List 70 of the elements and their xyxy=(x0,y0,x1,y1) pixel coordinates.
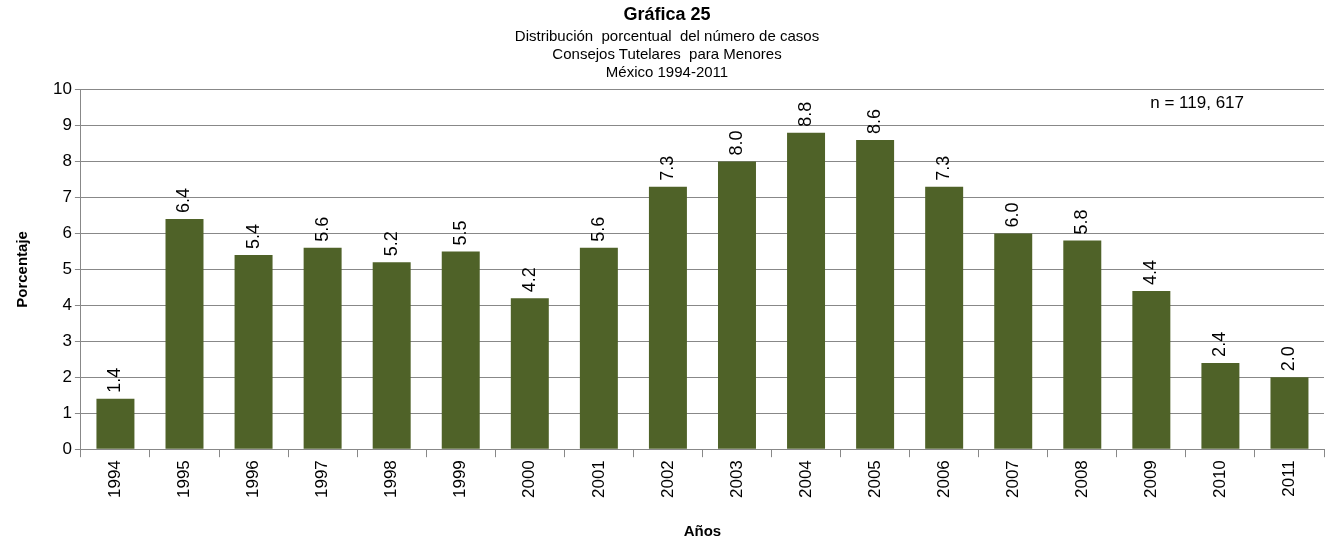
y-tick-label: 9 xyxy=(62,115,72,135)
data-label: 7.3 xyxy=(656,155,677,181)
x-tick-label: 2010 xyxy=(1210,460,1230,499)
data-label: 5.6 xyxy=(587,216,608,242)
data-label: 5.5 xyxy=(449,220,470,246)
x-tick-label: 2007 xyxy=(1002,460,1022,499)
x-tick-label: 2002 xyxy=(657,460,677,499)
data-label: 2.0 xyxy=(1278,346,1299,372)
bar xyxy=(856,139,895,449)
y-tick-label: 5 xyxy=(62,259,72,279)
x-tick-label: 1994 xyxy=(105,460,125,499)
x-tick-label: 2005 xyxy=(864,460,884,499)
bar xyxy=(372,262,411,449)
y-axis-title: Porcentaje xyxy=(13,231,31,308)
bar xyxy=(96,398,135,449)
y-tick-label: 2 xyxy=(62,366,72,386)
x-tick-label: 1997 xyxy=(312,460,332,499)
data-label: 5.6 xyxy=(311,216,332,242)
data-label: 6.0 xyxy=(1002,202,1023,228)
chart-subtitle: Distribución porcentual del número de casos Consejos Tutelares para Menores México 1994-2011 xyxy=(514,26,820,80)
y-tick-label: 10 xyxy=(52,79,72,99)
bar xyxy=(579,247,618,449)
data-label: 7.3 xyxy=(933,155,954,181)
x-tick-label: 2006 xyxy=(933,460,953,499)
bar xyxy=(441,251,480,449)
x-tick-label: 2003 xyxy=(726,460,746,499)
bar xyxy=(303,247,342,449)
x-tick-label: 1996 xyxy=(243,460,263,499)
data-label: 1.4 xyxy=(104,367,125,393)
annotation: n = 119, 617 xyxy=(1150,93,1244,113)
bar xyxy=(1201,362,1240,449)
data-label: 2.4 xyxy=(1209,331,1230,357)
bar xyxy=(510,298,549,449)
data-label: 8.0 xyxy=(725,130,746,156)
x-tick-label: 1999 xyxy=(450,460,470,499)
x-axis-title: Años xyxy=(683,522,722,540)
data-label: 8.6 xyxy=(864,108,885,134)
y-tick-label: 4 xyxy=(62,295,72,315)
bar xyxy=(234,255,273,449)
x-tick-label: 1998 xyxy=(381,460,401,499)
x-tick-label: 2004 xyxy=(795,460,815,499)
x-tick-label: 2011 xyxy=(1279,460,1299,497)
bar xyxy=(717,161,756,449)
bar xyxy=(787,132,826,449)
x-tick-label: 2009 xyxy=(1141,460,1161,499)
data-label: 8.8 xyxy=(795,101,816,127)
x-tick-label: 1995 xyxy=(174,460,194,499)
data-label: 5.8 xyxy=(1071,209,1092,235)
data-label: 4.2 xyxy=(518,267,539,293)
x-tick-label: 2000 xyxy=(519,460,539,499)
bar xyxy=(994,233,1033,449)
bar xyxy=(925,186,964,449)
x-tick-label: 2001 xyxy=(588,460,608,499)
bar xyxy=(1270,377,1309,449)
y-tick-label: 0 xyxy=(62,438,72,458)
chart-title: Gráfica 25 xyxy=(623,3,711,24)
bar xyxy=(165,219,204,449)
x-tick-label: 2008 xyxy=(1071,460,1091,499)
bar xyxy=(1063,240,1102,449)
bar xyxy=(648,186,687,449)
y-tick-label: 1 xyxy=(62,402,72,422)
data-label: 4.4 xyxy=(1140,259,1161,285)
bar xyxy=(1132,290,1171,449)
y-tick-label: 8 xyxy=(62,151,72,171)
y-tick-label: 3 xyxy=(62,330,72,350)
data-label: 5.4 xyxy=(242,223,263,250)
y-tick-label: 6 xyxy=(62,223,72,243)
y-tick-label: 7 xyxy=(62,187,72,207)
data-label: 6.4 xyxy=(173,188,194,214)
data-label: 5.2 xyxy=(380,231,401,257)
